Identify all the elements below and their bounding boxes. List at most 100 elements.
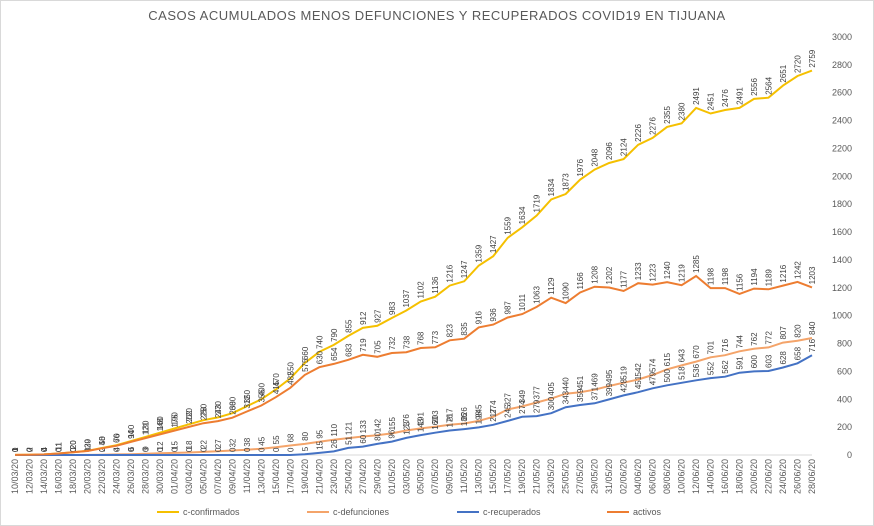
x-tick-label: 29/05/20 [590, 459, 600, 494]
x-tick-label: 08/06/20 [662, 459, 672, 494]
data-label: 371 [591, 386, 600, 400]
x-tick-label: 10/06/20 [677, 459, 687, 494]
data-label: 217 [489, 408, 498, 422]
data-label: 1198 [707, 267, 716, 285]
x-tick-label: 09/05/20 [445, 459, 455, 494]
x-tick-label: 03/05/20 [401, 459, 411, 494]
x-tick-label: 15/04/20 [271, 459, 281, 494]
series-line [15, 337, 813, 456]
data-label: 1090 [562, 282, 571, 300]
data-label: 762 [750, 332, 759, 346]
y-tick-label: 0 [847, 450, 852, 460]
data-label: 15 [170, 440, 179, 449]
data-label: 123 [402, 421, 411, 435]
x-tick-label: 07/04/20 [213, 459, 223, 494]
data-label: 500 [663, 368, 672, 382]
data-label: 26 [330, 439, 339, 448]
data-label: 428 [620, 378, 629, 392]
x-tick-label: 03/04/20 [184, 459, 194, 494]
data-label: 912 [359, 311, 368, 325]
data-label: 469 [591, 373, 600, 387]
y-tick-label: 2600 [832, 88, 852, 98]
data-label: 203 [431, 410, 440, 424]
data-label: 2124 [620, 138, 629, 156]
data-label: 51 [344, 435, 353, 444]
data-label: 1189 [765, 269, 774, 287]
data-label: 0 [199, 447, 208, 452]
x-tick-label: 16/06/20 [720, 459, 730, 494]
data-label: 190 [170, 412, 179, 426]
data-label: 327 [504, 393, 513, 407]
data-label: 1240 [663, 261, 672, 279]
data-label: 0 [11, 447, 20, 452]
data-label: 0 [54, 447, 63, 452]
x-tick-label: 11/04/20 [242, 459, 252, 493]
data-label: 518 [678, 366, 687, 380]
data-label: 11 [54, 442, 63, 451]
data-label: 48 [98, 436, 107, 445]
data-label: 0 [25, 447, 34, 452]
data-label: 4 [40, 446, 49, 451]
data-label: 70 [112, 433, 121, 442]
data-label: 1219 [678, 264, 687, 282]
data-label: 55 [272, 435, 281, 444]
x-tick-label: 17/05/20 [503, 459, 513, 494]
data-label: 0 [83, 447, 92, 452]
x-tick-label: 22/06/20 [764, 459, 774, 494]
data-label: 11 [54, 442, 63, 451]
data-label: 1216 [779, 264, 788, 282]
data-label: 773 [431, 330, 440, 344]
data-label: 0 [257, 447, 266, 452]
data-label: 155 [388, 417, 397, 431]
data-label: 27 [214, 439, 223, 448]
data-label: 660 [301, 346, 310, 360]
x-tick-label: 24/06/20 [778, 459, 788, 494]
data-label: 654 [330, 347, 339, 361]
x-tick-label: 25/04/20 [343, 459, 353, 494]
data-label: 0 [214, 447, 223, 452]
data-label: 1242 [794, 261, 803, 279]
data-label: 719 [359, 338, 368, 352]
data-label: 312 [243, 395, 252, 409]
x-tick-label: 11/05/20 [459, 459, 469, 493]
data-label: 220 [185, 407, 194, 421]
data-label: 2491 [736, 87, 745, 105]
x-tick-label: 31/05/20 [604, 459, 614, 494]
y-tick-label: 1600 [832, 227, 852, 237]
data-label: 130 [141, 420, 150, 434]
data-label: 1202 [605, 266, 614, 284]
data-label: 2 [25, 447, 34, 452]
data-label: 80 [301, 431, 310, 440]
data-label: 142 [373, 418, 382, 432]
data-label: 600 [750, 355, 759, 369]
series-line [14, 69, 813, 456]
data-label: 1037 [402, 289, 411, 307]
data-label: 983 [388, 301, 397, 315]
data-label: 148 [156, 417, 165, 431]
x-tick-label: 22/03/20 [97, 459, 107, 494]
data-label: 186 [460, 412, 469, 426]
data-label: 0 [127, 447, 136, 452]
data-label: 160 [431, 416, 440, 430]
data-label: 0 [185, 447, 194, 452]
x-tick-label: 07/05/20 [430, 459, 440, 494]
data-label: 916 [475, 310, 484, 324]
data-label: 701 [707, 340, 716, 354]
data-label: 1719 [533, 194, 542, 212]
data-label: 20 [69, 440, 78, 449]
x-tick-label: 12/06/20 [691, 459, 701, 494]
data-label: 738 [402, 335, 411, 349]
data-label: 716 [721, 338, 730, 352]
data-label: 415 [272, 380, 281, 394]
data-label: 855 [344, 319, 353, 333]
x-tick-label: 28/03/20 [140, 459, 150, 494]
data-label: 1427 [489, 235, 498, 253]
x-tick-label: 21/04/20 [314, 459, 324, 494]
y-tick-label: 1000 [832, 311, 852, 321]
data-label: 1136 [431, 276, 440, 294]
data-label: 1247 [460, 260, 469, 278]
y-tick-label: 1800 [832, 199, 852, 209]
x-tick-label: 12/03/20 [24, 459, 34, 494]
data-label: 1976 [576, 158, 585, 176]
